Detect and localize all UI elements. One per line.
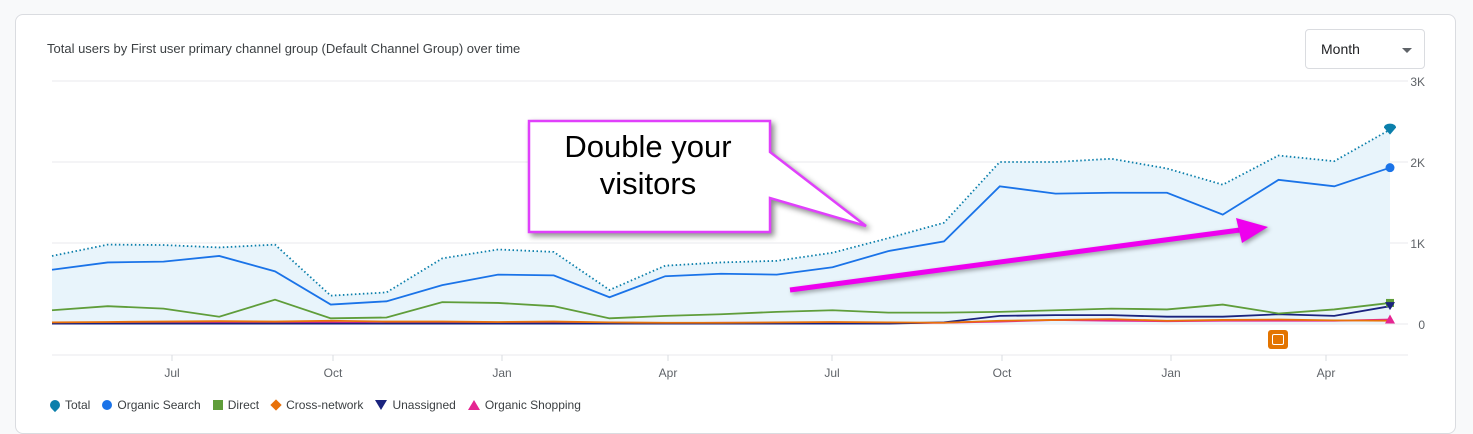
circle-icon (102, 400, 113, 410)
line-chart: 3K 2K 1K 0 Jul Oct Jan Apr Jul Oct Jan Apr (51, 75, 1425, 380)
y-tick-label: 1K (1410, 237, 1425, 251)
x-tick-label: Jan (492, 366, 511, 380)
legend-item[interactable]: Direct (212, 398, 260, 412)
series-line-organic-search (51, 166, 1391, 306)
triangle-down-icon (375, 400, 388, 410)
legend-item[interactable]: Cross-network (270, 398, 364, 412)
period-select[interactable]: Month (1305, 29, 1425, 69)
organic-search-end-marker (1385, 163, 1395, 173)
x-tick-label: Oct (993, 366, 1012, 380)
x-tick-label: Jul (164, 366, 179, 380)
marker-pin-icon (47, 397, 63, 413)
chart-title: Total users by First user primary channe… (47, 41, 521, 56)
annotation-icon[interactable] (1268, 330, 1288, 349)
legend-label: Cross-network (286, 398, 364, 412)
x-tick-label: Oct (324, 366, 343, 380)
legend-label: Organic Shopping (484, 398, 581, 412)
callout-line-1: Double your (564, 129, 732, 164)
legend-item[interactable]: Total (47, 397, 91, 413)
legend-label: Unassigned (392, 398, 456, 412)
arrow-shaft (789, 227, 1241, 293)
y-tick-label: 3K (1410, 75, 1425, 89)
legend-item[interactable]: Organic Shopping (467, 398, 581, 412)
x-tick-label: Apr (1317, 366, 1336, 380)
series-line-total (51, 128, 1391, 297)
legend-label: Direct (227, 398, 260, 412)
y-tick-label: 0 (1418, 318, 1425, 332)
caret-down-icon (1402, 48, 1412, 53)
chart-legend: Total Organic Search Direct Cross-network Un… (47, 397, 581, 413)
diamond-icon (270, 399, 282, 411)
series-line-cross-network (51, 318, 1391, 324)
x-tick-label: Jul (824, 366, 839, 380)
x-tick-label: Apr (659, 366, 678, 380)
legend-label: Total (65, 398, 91, 412)
series-line-direct (51, 298, 1391, 320)
triangle-up-icon (467, 400, 480, 410)
unassigned-end-marker (1385, 302, 1395, 311)
callout-bubble (527, 119, 867, 234)
y-tick-label: 2K (1410, 156, 1425, 170)
organic-shopping-end-marker (1385, 314, 1395, 324)
callout-line-2: visitors (599, 166, 697, 201)
legend-item[interactable]: Unassigned (375, 398, 456, 412)
arrow-head (1236, 218, 1268, 243)
legend-label: Organic Search (117, 398, 201, 412)
total-area (52, 129, 1390, 324)
period-select-value: Month (1321, 41, 1360, 57)
callout-text: Double your visitors (528, 128, 768, 202)
legend-item[interactable]: Organic Search (102, 398, 201, 412)
total-end-marker (1384, 123, 1396, 135)
x-tick-label: Jan (1161, 366, 1180, 380)
square-icon (212, 400, 223, 410)
